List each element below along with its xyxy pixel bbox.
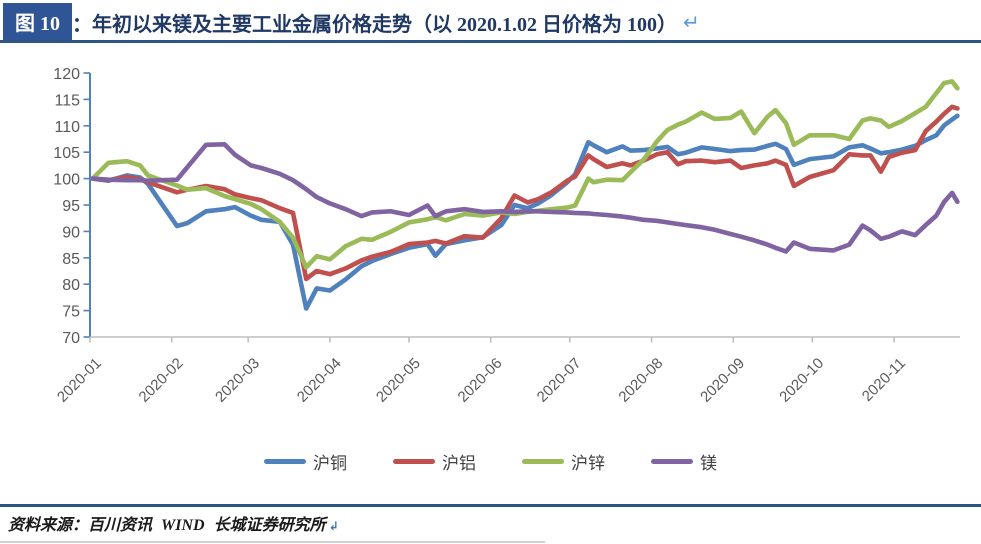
x-tick-label: 2020-02 bbox=[136, 355, 187, 406]
x-tick-label: 2020-09 bbox=[697, 355, 748, 406]
header-divider bbox=[0, 40, 981, 43]
legend-swatch-cu bbox=[264, 459, 306, 464]
x-tick-label: 2020-04 bbox=[294, 355, 345, 406]
figure-title: 年初以来镁及主要工业金属价格走势（以 2020.1.02 日价格为 100） bbox=[92, 13, 677, 36]
legend-label-zn: 沪锌 bbox=[571, 454, 605, 473]
legend-label-mg: 镁 bbox=[700, 454, 717, 473]
legend-label-cu: 沪铜 bbox=[313, 454, 347, 473]
y-tick-label: 85 bbox=[62, 251, 80, 268]
source-text: 资料来源：百川资讯 WIND 长城证券研究所 bbox=[8, 517, 326, 534]
y-tick-label: 105 bbox=[53, 145, 80, 162]
y-tick-label: 90 bbox=[62, 224, 80, 241]
x-tick-label: 2020-07 bbox=[534, 355, 585, 406]
paragraph-return-icon: ↵ bbox=[683, 11, 700, 34]
y-tick-label: 110 bbox=[54, 119, 80, 136]
y-tick-label: 80 bbox=[62, 277, 80, 294]
page-bottom-rule-fragment bbox=[0, 541, 545, 543]
legend-item-zn: 沪锌 bbox=[522, 449, 605, 474]
y-tick-label: 95 bbox=[62, 198, 80, 215]
series-line-mg bbox=[90, 142, 960, 254]
y-tick-label: 120 bbox=[53, 66, 80, 83]
y-tick-label: 115 bbox=[54, 92, 80, 109]
x-tick-label: 2020-06 bbox=[455, 355, 506, 406]
x-tick-label: 2020-10 bbox=[776, 355, 827, 406]
legend-swatch-al bbox=[393, 459, 435, 464]
y-tick-label: 100 bbox=[53, 172, 80, 189]
legend-item-mg: 镁 bbox=[651, 449, 717, 474]
return-mark-icon: ↲ bbox=[328, 519, 339, 533]
y-tick-label: 70 bbox=[62, 330, 80, 347]
figure-header: 图 10 ： 年初以来镁及主要工业金属价格走势（以 2020.1.02 日价格为… bbox=[3, 3, 700, 41]
x-tick-label: 2020-08 bbox=[615, 355, 666, 406]
y-tick-label: 75 bbox=[62, 304, 80, 321]
series-line-zn bbox=[90, 79, 960, 270]
figure-number-tag: 图 10 bbox=[3, 3, 72, 41]
legend-swatch-mg bbox=[651, 459, 693, 464]
source-divider bbox=[0, 504, 981, 507]
price-index-chart: 70 75 80 85 90 95 100 105 110 115 120 2020-01 2020-0… bbox=[0, 46, 981, 446]
figure-title-colon: ： bbox=[72, 13, 92, 36]
legend-item-cu: 沪铜 bbox=[264, 449, 347, 474]
legend-item-al: 沪铝 bbox=[393, 449, 476, 474]
source-note: 资料来源：百川资讯 WIND 长城证券研究所 ↲ bbox=[8, 511, 339, 535]
chart-legend: 沪铜 沪铝 沪锌 镁 bbox=[0, 449, 981, 474]
x-tick-label: 2020-11 bbox=[859, 355, 909, 405]
x-tick-label: 2020-03 bbox=[212, 355, 263, 406]
x-tick-label: 2020-05 bbox=[373, 355, 424, 406]
legend-label-al: 沪铝 bbox=[442, 454, 476, 473]
x-tick-label: 2020-01 bbox=[54, 355, 105, 406]
chart-canvas: 70 75 80 85 90 95 100 105 110 115 120 2020-01 2020-0… bbox=[53, 66, 960, 406]
legend-swatch-zn bbox=[522, 459, 564, 464]
series-line-al bbox=[90, 104, 960, 282]
